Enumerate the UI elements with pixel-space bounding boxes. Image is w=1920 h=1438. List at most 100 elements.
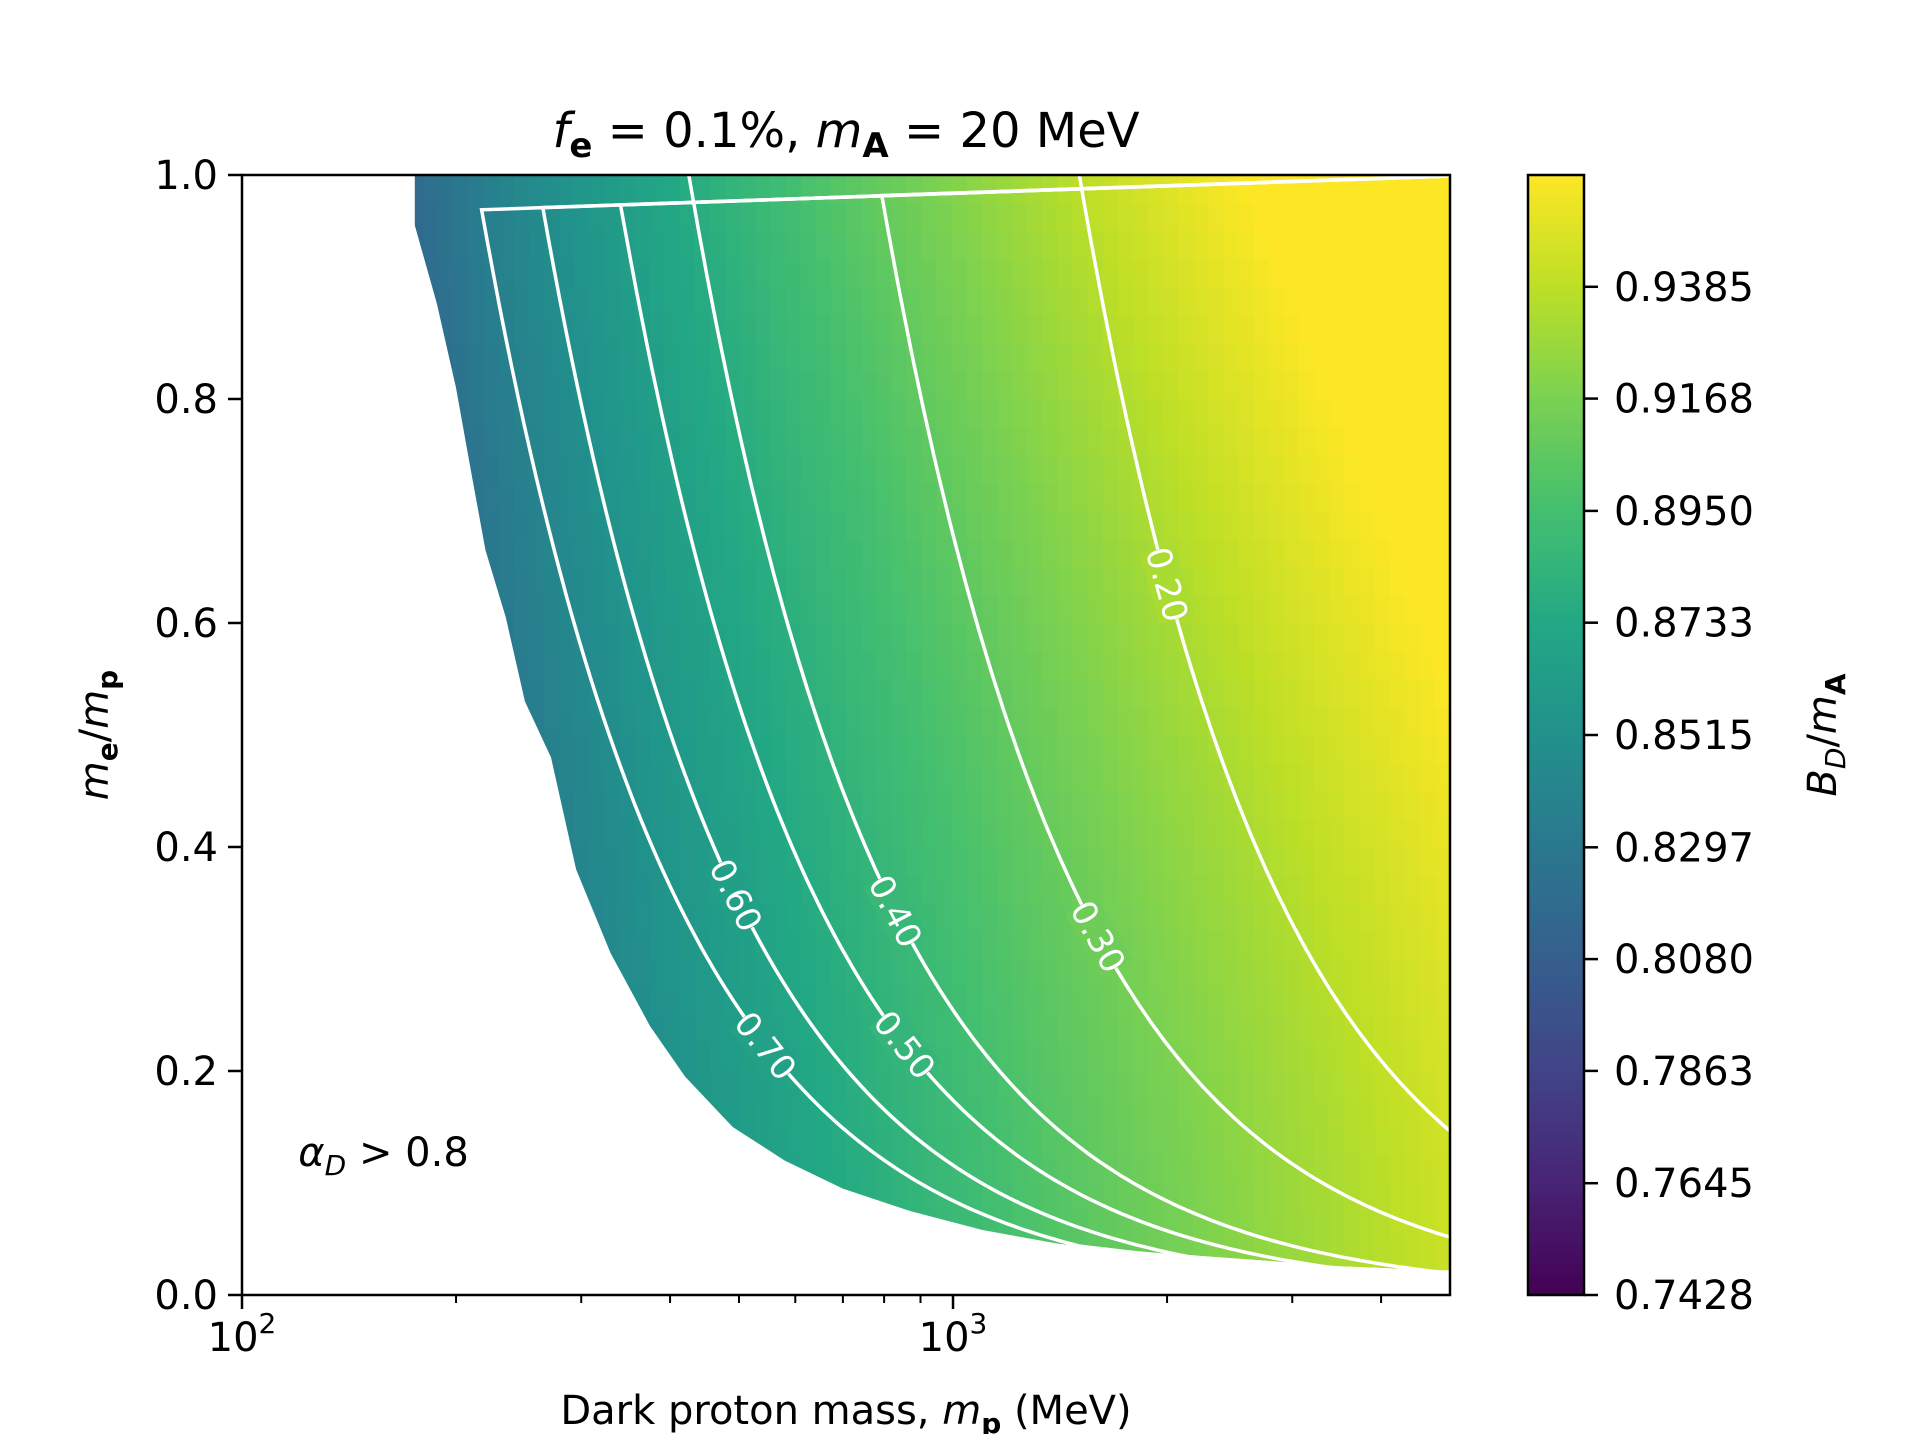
heatmap-cell bbox=[1374, 987, 1391, 1016]
heatmap-cell bbox=[1193, 1127, 1209, 1156]
contour-label-bg bbox=[703, 854, 768, 936]
heatmap-cell bbox=[1299, 1099, 1315, 1128]
heatmap-cell bbox=[815, 343, 832, 372]
heatmap-cell bbox=[1344, 427, 1360, 456]
heatmap-cell bbox=[1359, 875, 1376, 904]
heatmap-cell bbox=[1223, 259, 1240, 288]
heatmap-cell bbox=[815, 1127, 832, 1156]
heatmap-cell bbox=[1253, 875, 1270, 904]
heatmap-cell bbox=[649, 287, 666, 316]
heatmap-cell bbox=[1329, 343, 1345, 372]
heatmap-cell bbox=[695, 903, 711, 932]
heatmap-cell bbox=[936, 175, 953, 204]
heatmap-cell bbox=[1012, 875, 1028, 904]
heatmap-cell bbox=[1344, 203, 1360, 232]
heatmap-cell bbox=[1314, 371, 1330, 400]
heatmap-cell bbox=[800, 707, 817, 736]
heatmap-cell bbox=[785, 343, 802, 372]
heatmap-cell bbox=[876, 567, 892, 596]
heatmap-cell bbox=[1404, 623, 1421, 652]
heatmap-cell bbox=[664, 931, 681, 960]
heatmap-cell bbox=[1374, 623, 1391, 652]
heatmap-cell bbox=[725, 539, 741, 568]
heatmap-cell bbox=[1178, 483, 1194, 512]
heatmap-cell bbox=[891, 763, 907, 792]
heatmap-cell bbox=[1148, 259, 1164, 288]
heatmap-cell bbox=[981, 567, 998, 596]
heatmap-cell bbox=[966, 651, 983, 680]
heatmap-cell bbox=[1057, 707, 1074, 736]
heatmap-cell bbox=[1359, 1127, 1376, 1156]
heatmap-cell bbox=[785, 399, 802, 428]
heatmap-cell bbox=[1087, 679, 1104, 708]
heatmap-cell bbox=[1419, 791, 1436, 820]
heatmap-cell bbox=[785, 1099, 802, 1128]
heatmap-cell bbox=[1268, 371, 1285, 400]
heatmap-cell bbox=[997, 539, 1013, 568]
heatmap-cell bbox=[1419, 1043, 1436, 1072]
heatmap-cell bbox=[755, 735, 772, 764]
heatmap-cell bbox=[1374, 343, 1391, 372]
heatmap-cell bbox=[1389, 959, 1406, 988]
heatmap-cell bbox=[1419, 707, 1436, 736]
heatmap-cell bbox=[876, 819, 892, 848]
heatmap-cell bbox=[710, 511, 726, 540]
heatmap-cell bbox=[1283, 287, 1300, 316]
heatmap-cell bbox=[1057, 595, 1074, 624]
heatmap-cell bbox=[1404, 315, 1421, 344]
heatmap-cell bbox=[815, 539, 832, 568]
heatmap-cell bbox=[679, 735, 696, 764]
heatmap-cell bbox=[589, 539, 605, 568]
heatmap-cell bbox=[981, 1155, 998, 1184]
heatmap-cell bbox=[1283, 483, 1300, 512]
heatmap-cell bbox=[981, 959, 998, 988]
heatmap-cell bbox=[710, 175, 726, 204]
heatmap-cell bbox=[1283, 427, 1300, 456]
heatmap-cell bbox=[1374, 1127, 1391, 1156]
heatmap-cell bbox=[1314, 819, 1330, 848]
heatmap-cell bbox=[1389, 707, 1406, 736]
heatmap-cell bbox=[619, 847, 636, 876]
heatmap-cell bbox=[1072, 483, 1089, 512]
heatmap-cell bbox=[936, 399, 953, 428]
colorbar-tick-label: 0.7863 bbox=[1614, 1049, 1754, 1095]
heatmap-cell bbox=[710, 567, 726, 596]
heatmap-cell bbox=[815, 567, 832, 596]
heatmap-cell bbox=[981, 455, 998, 484]
heatmap-cell bbox=[1072, 399, 1089, 428]
heatmap-cell bbox=[1404, 287, 1421, 316]
heatmap-cell bbox=[1208, 315, 1225, 344]
heatmap-cell bbox=[513, 287, 530, 316]
heatmap-cell bbox=[981, 175, 998, 204]
heatmap-cell bbox=[1012, 819, 1028, 848]
heatmap-cell bbox=[1178, 511, 1194, 540]
heatmap-cell bbox=[1072, 371, 1089, 400]
heatmap-cell bbox=[997, 987, 1013, 1016]
heatmap-cell bbox=[1314, 903, 1330, 932]
heatmap-cell bbox=[815, 931, 832, 960]
heatmap-cell bbox=[1057, 399, 1074, 428]
heatmap-cell bbox=[1072, 987, 1089, 1016]
heatmap-cell bbox=[1193, 1155, 1209, 1184]
heatmap-cell bbox=[679, 315, 696, 344]
heatmap-cell bbox=[1344, 595, 1360, 624]
colorbar-tick-label: 0.8297 bbox=[1614, 825, 1754, 871]
heatmap-cell bbox=[1027, 987, 1043, 1016]
heatmap-cell bbox=[785, 287, 802, 316]
heatmap-cell bbox=[1012, 231, 1028, 260]
heatmap-cell bbox=[951, 791, 968, 820]
heatmap-cell bbox=[1057, 287, 1074, 316]
heatmap-cell bbox=[981, 791, 998, 820]
heatmap-cell bbox=[891, 1127, 907, 1156]
heatmap-cell bbox=[1434, 483, 1450, 512]
heatmap-cell bbox=[1102, 1211, 1119, 1240]
heatmap-cell bbox=[1329, 1043, 1345, 1072]
heatmap-cell bbox=[528, 511, 545, 540]
heatmap-cell bbox=[664, 539, 681, 568]
heatmap-cell bbox=[695, 735, 711, 764]
heatmap-cell bbox=[1389, 371, 1406, 400]
heatmap-cell bbox=[906, 203, 923, 232]
heatmap-cell bbox=[1434, 539, 1450, 568]
heatmap-cell bbox=[921, 231, 938, 260]
heatmap-cell bbox=[634, 511, 651, 540]
